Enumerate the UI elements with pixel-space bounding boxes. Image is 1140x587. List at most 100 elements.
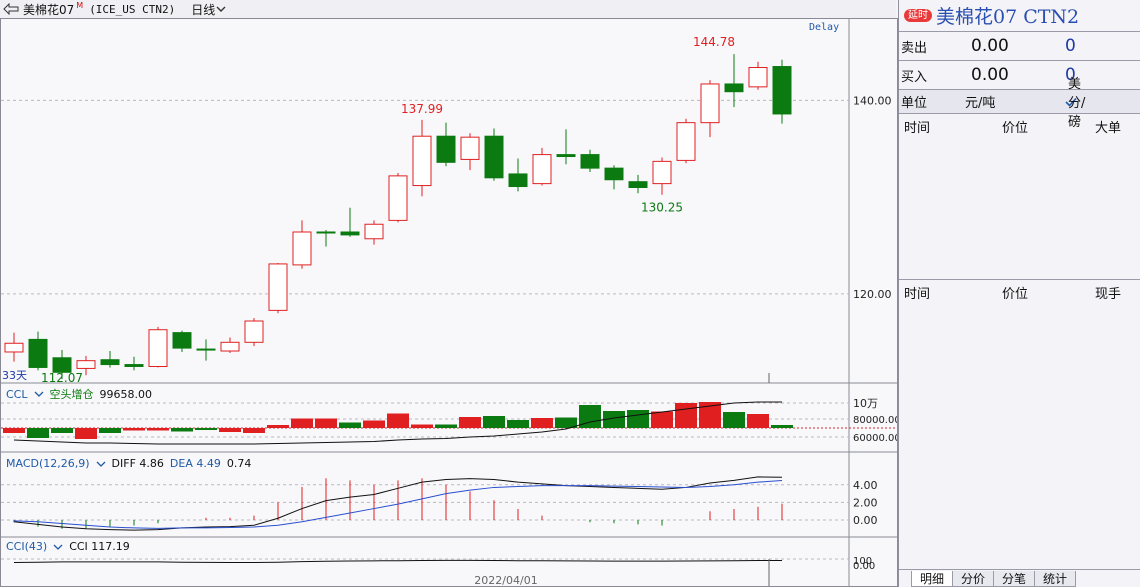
candle-body	[388, 175, 408, 221]
macd-diff: DIFF 4.86	[111, 457, 164, 470]
volume-bar	[363, 420, 385, 428]
vol-tick-label: 80000.00	[853, 415, 897, 426]
ccl-header[interactable]: CCL 空头增仓 99658.00	[6, 386, 152, 402]
col-time: 时间	[904, 120, 931, 136]
tab-stats[interactable]: 统计	[1034, 571, 1077, 587]
symbol-main-marker: M	[76, 0, 84, 10]
macd-header[interactable]: MACD(12,26,9) DIFF 4.86 DEA 4.49 0.74	[6, 457, 251, 470]
ccl-value: 99658.00	[99, 387, 153, 401]
date-axis-label: 2022/04/01	[474, 574, 537, 586]
volume-bar	[51, 428, 73, 433]
unit-value: 元/吨	[965, 96, 996, 111]
volume-bar	[171, 428, 193, 432]
volume-bar	[435, 424, 457, 428]
low-label: 112.07	[41, 371, 83, 385]
tab-ticks[interactable]: 分笔	[993, 571, 1036, 587]
volume-bar	[147, 428, 169, 431]
candle-body	[28, 338, 48, 368]
trough-label: 130.25	[641, 201, 683, 215]
quote-title: 美棉花07 CTN2	[936, 6, 1080, 28]
delay-label: Delay	[809, 22, 840, 33]
unit-label: 单位	[901, 96, 928, 111]
period-label: 日线	[191, 2, 216, 17]
volume-bar	[627, 410, 649, 428]
open-interest-line	[13, 401, 782, 445]
candle-body	[340, 231, 360, 236]
candle-body	[436, 135, 456, 163]
candle-body	[268, 263, 288, 311]
macd-diff-line	[13, 476, 783, 531]
candle-body	[412, 135, 432, 187]
price-tick-label: 120.00	[853, 288, 892, 301]
candle-body	[700, 83, 720, 124]
volume-bar	[507, 420, 529, 428]
macd-value: 0.74	[226, 457, 252, 470]
volume-bar	[555, 417, 577, 428]
macd-name: MACD(12,26,9)	[6, 457, 90, 470]
volume-bar	[651, 411, 673, 428]
kline-chart[interactable]: 140.00 120.00 144.78 137.99 130.25 112.07 33天 1…	[1, 19, 897, 586]
period-selector[interactable]: 日线	[191, 1, 227, 18]
cci-name: CCI(43)	[6, 540, 48, 553]
unit-toggle[interactable]: 美分/磅	[1065, 77, 1085, 130]
volume-bar	[603, 411, 625, 428]
back-arrow-icon[interactable]	[3, 3, 19, 15]
candle-body	[100, 359, 120, 366]
volume-bar	[219, 428, 241, 432]
sell-row: 卖出 0.00 0	[899, 32, 1140, 61]
chart-area[interactable]: 140.00 120.00 144.78 137.99 130.25 112.07 33天 1…	[0, 18, 898, 587]
candle-body	[748, 67, 768, 88]
candle-body	[364, 223, 384, 240]
macd-tick-label: 2.00	[853, 496, 878, 509]
candle-body	[4, 342, 24, 353]
col-price: 价位	[1002, 120, 1029, 136]
big-order-list[interactable]: 时间 价位 大单	[899, 114, 1140, 280]
volume-bar	[459, 417, 481, 428]
candle-body	[244, 320, 264, 343]
high-label: 144.78	[693, 35, 735, 49]
tab-detail[interactable]: 明细	[911, 571, 954, 587]
sell-volume: 0	[1065, 36, 1076, 56]
candle-body	[220, 341, 240, 352]
macd-dea: DEA 4.49	[169, 457, 221, 470]
trade-list[interactable]: 时间 价位 现手	[899, 280, 1140, 565]
vol-tick-label: 10万	[853, 397, 878, 410]
unit-option: 美分/磅	[1068, 77, 1086, 130]
candle-body	[148, 329, 168, 367]
days-label: 33天	[2, 369, 27, 382]
price-tick-label: 140.00	[853, 94, 892, 107]
cci-value: CCI 117.19	[69, 540, 130, 553]
volume-bar	[483, 416, 505, 428]
col-big-order: 大单	[1095, 120, 1122, 136]
cci-line	[13, 559, 783, 563]
candle-body	[676, 122, 696, 161]
volume-bar	[123, 428, 145, 431]
volume-bar	[315, 418, 337, 428]
symbol-name: 美棉花07	[23, 2, 75, 17]
volume-bar	[195, 428, 217, 430]
candle-body	[484, 135, 504, 179]
tab-price-dist[interactable]: 分价	[952, 571, 995, 587]
cci-header[interactable]: CCI(43) CCI 117.19	[6, 540, 130, 553]
volume-bar	[75, 428, 97, 439]
delay-badge: 延时	[904, 9, 932, 22]
volume-bar	[723, 412, 745, 428]
quote-panel: 延时 美棉花07 CTN2 卖出 0.00 0 买入 0.00 0 单位 元/吨…	[898, 0, 1140, 587]
candle-body	[724, 83, 744, 93]
chart-toolbar: 美棉花07 M (ICE_US CTN2) 日线	[0, 0, 896, 18]
candle-body	[292, 231, 312, 266]
candle-body	[580, 154, 600, 169]
candle-body	[508, 173, 528, 188]
sell-label: 卖出	[901, 40, 928, 56]
candle-body	[124, 364, 144, 367]
volume-bar	[291, 418, 313, 428]
volume-bar	[267, 425, 289, 428]
volume-bar	[99, 428, 121, 433]
candle-body	[460, 136, 480, 160]
col-hand: 现手	[1095, 286, 1122, 302]
peak-label: 137.99	[401, 102, 443, 116]
symbol-code: (ICE_US CTN2)	[89, 2, 176, 16]
candle-body	[196, 348, 216, 351]
candle-body	[532, 154, 552, 185]
buy-volume: 0	[1065, 65, 1076, 85]
